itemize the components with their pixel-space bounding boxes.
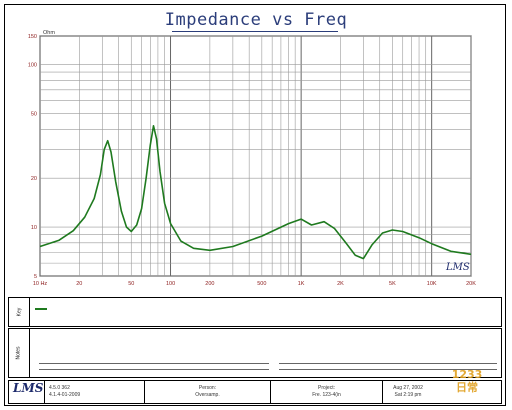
x-tick-label: 200: [205, 281, 214, 287]
x-tick-label: 10 Hz: [33, 281, 48, 287]
x-tick-label: 20: [76, 281, 82, 287]
watermark-line: 日常: [456, 381, 478, 394]
footer-version: 4.5.0 362 4.1.4-01-2009: [45, 381, 145, 403]
y-tick-label: 10: [31, 225, 37, 231]
notes-panel: Notes: [8, 328, 502, 378]
note-line: [279, 363, 497, 364]
footer-person: Person: Oversamp.: [145, 381, 271, 403]
watermark-stamp: 1233 日常: [432, 368, 502, 404]
plot-logo: LMS: [446, 262, 470, 273]
y-tick-label: 150: [28, 34, 37, 40]
project-value: Fre. 123-4(in: [312, 392, 341, 398]
footer-time: Sat 2:19 pm: [394, 392, 422, 398]
note-line: [39, 363, 269, 364]
project-label: Project:: [318, 385, 335, 391]
version-date: 4.1.4-01-2009: [49, 392, 81, 398]
footer-project: Project: Fre. 123-4(in: [271, 381, 383, 403]
person-value: Oversamp.: [195, 392, 220, 398]
impedance-series-line: [39, 125, 472, 260]
watermark-line: 1233: [451, 368, 483, 381]
title-underline: [172, 31, 338, 32]
footer-logo: LMS: [9, 381, 45, 403]
version-text: 4.5.0 362: [49, 385, 70, 391]
impedance-chart: 10 Hz 20 50 100 200 500 1K 2K 5K 10K 20K 5 10 20 50 100…: [28, 30, 476, 287]
x-tick-label: 5K: [389, 281, 396, 287]
x-tick-label: 50: [128, 281, 134, 287]
y-tick-label: 5: [34, 274, 37, 280]
chart-title: Impedance vs Freq: [164, 10, 348, 30]
x-tick-label: 100: [166, 281, 175, 287]
x-tick-label: 500: [257, 281, 266, 287]
x-tick-label: 1K: [298, 281, 305, 287]
person-label: Person:: [198, 385, 217, 391]
note-line: [279, 369, 497, 370]
note-line: [39, 369, 269, 370]
y-tick-label: 20: [31, 176, 37, 182]
notes-label: Notes: [9, 329, 30, 377]
key-label: Key: [9, 298, 30, 326]
x-tick-label: 20K: [466, 281, 476, 287]
footer-datetime: Aug 27, 2002 Sat 2:19 pm: [383, 381, 433, 403]
y-axis-label: Ohm: [43, 30, 55, 36]
legend-swatch: [35, 308, 47, 310]
footer-date: Aug 27, 2002: [393, 385, 423, 391]
x-tick-label: 10K: [427, 281, 437, 287]
key-panel: Key: [8, 297, 502, 327]
y-tick-label: 50: [31, 112, 37, 118]
footer-bar: LMS 4.5.0 362 4.1.4-01-2009 Person: Over…: [8, 380, 502, 404]
y-tick-label: 100: [28, 63, 37, 69]
x-tick-label: 2K: [337, 281, 344, 287]
